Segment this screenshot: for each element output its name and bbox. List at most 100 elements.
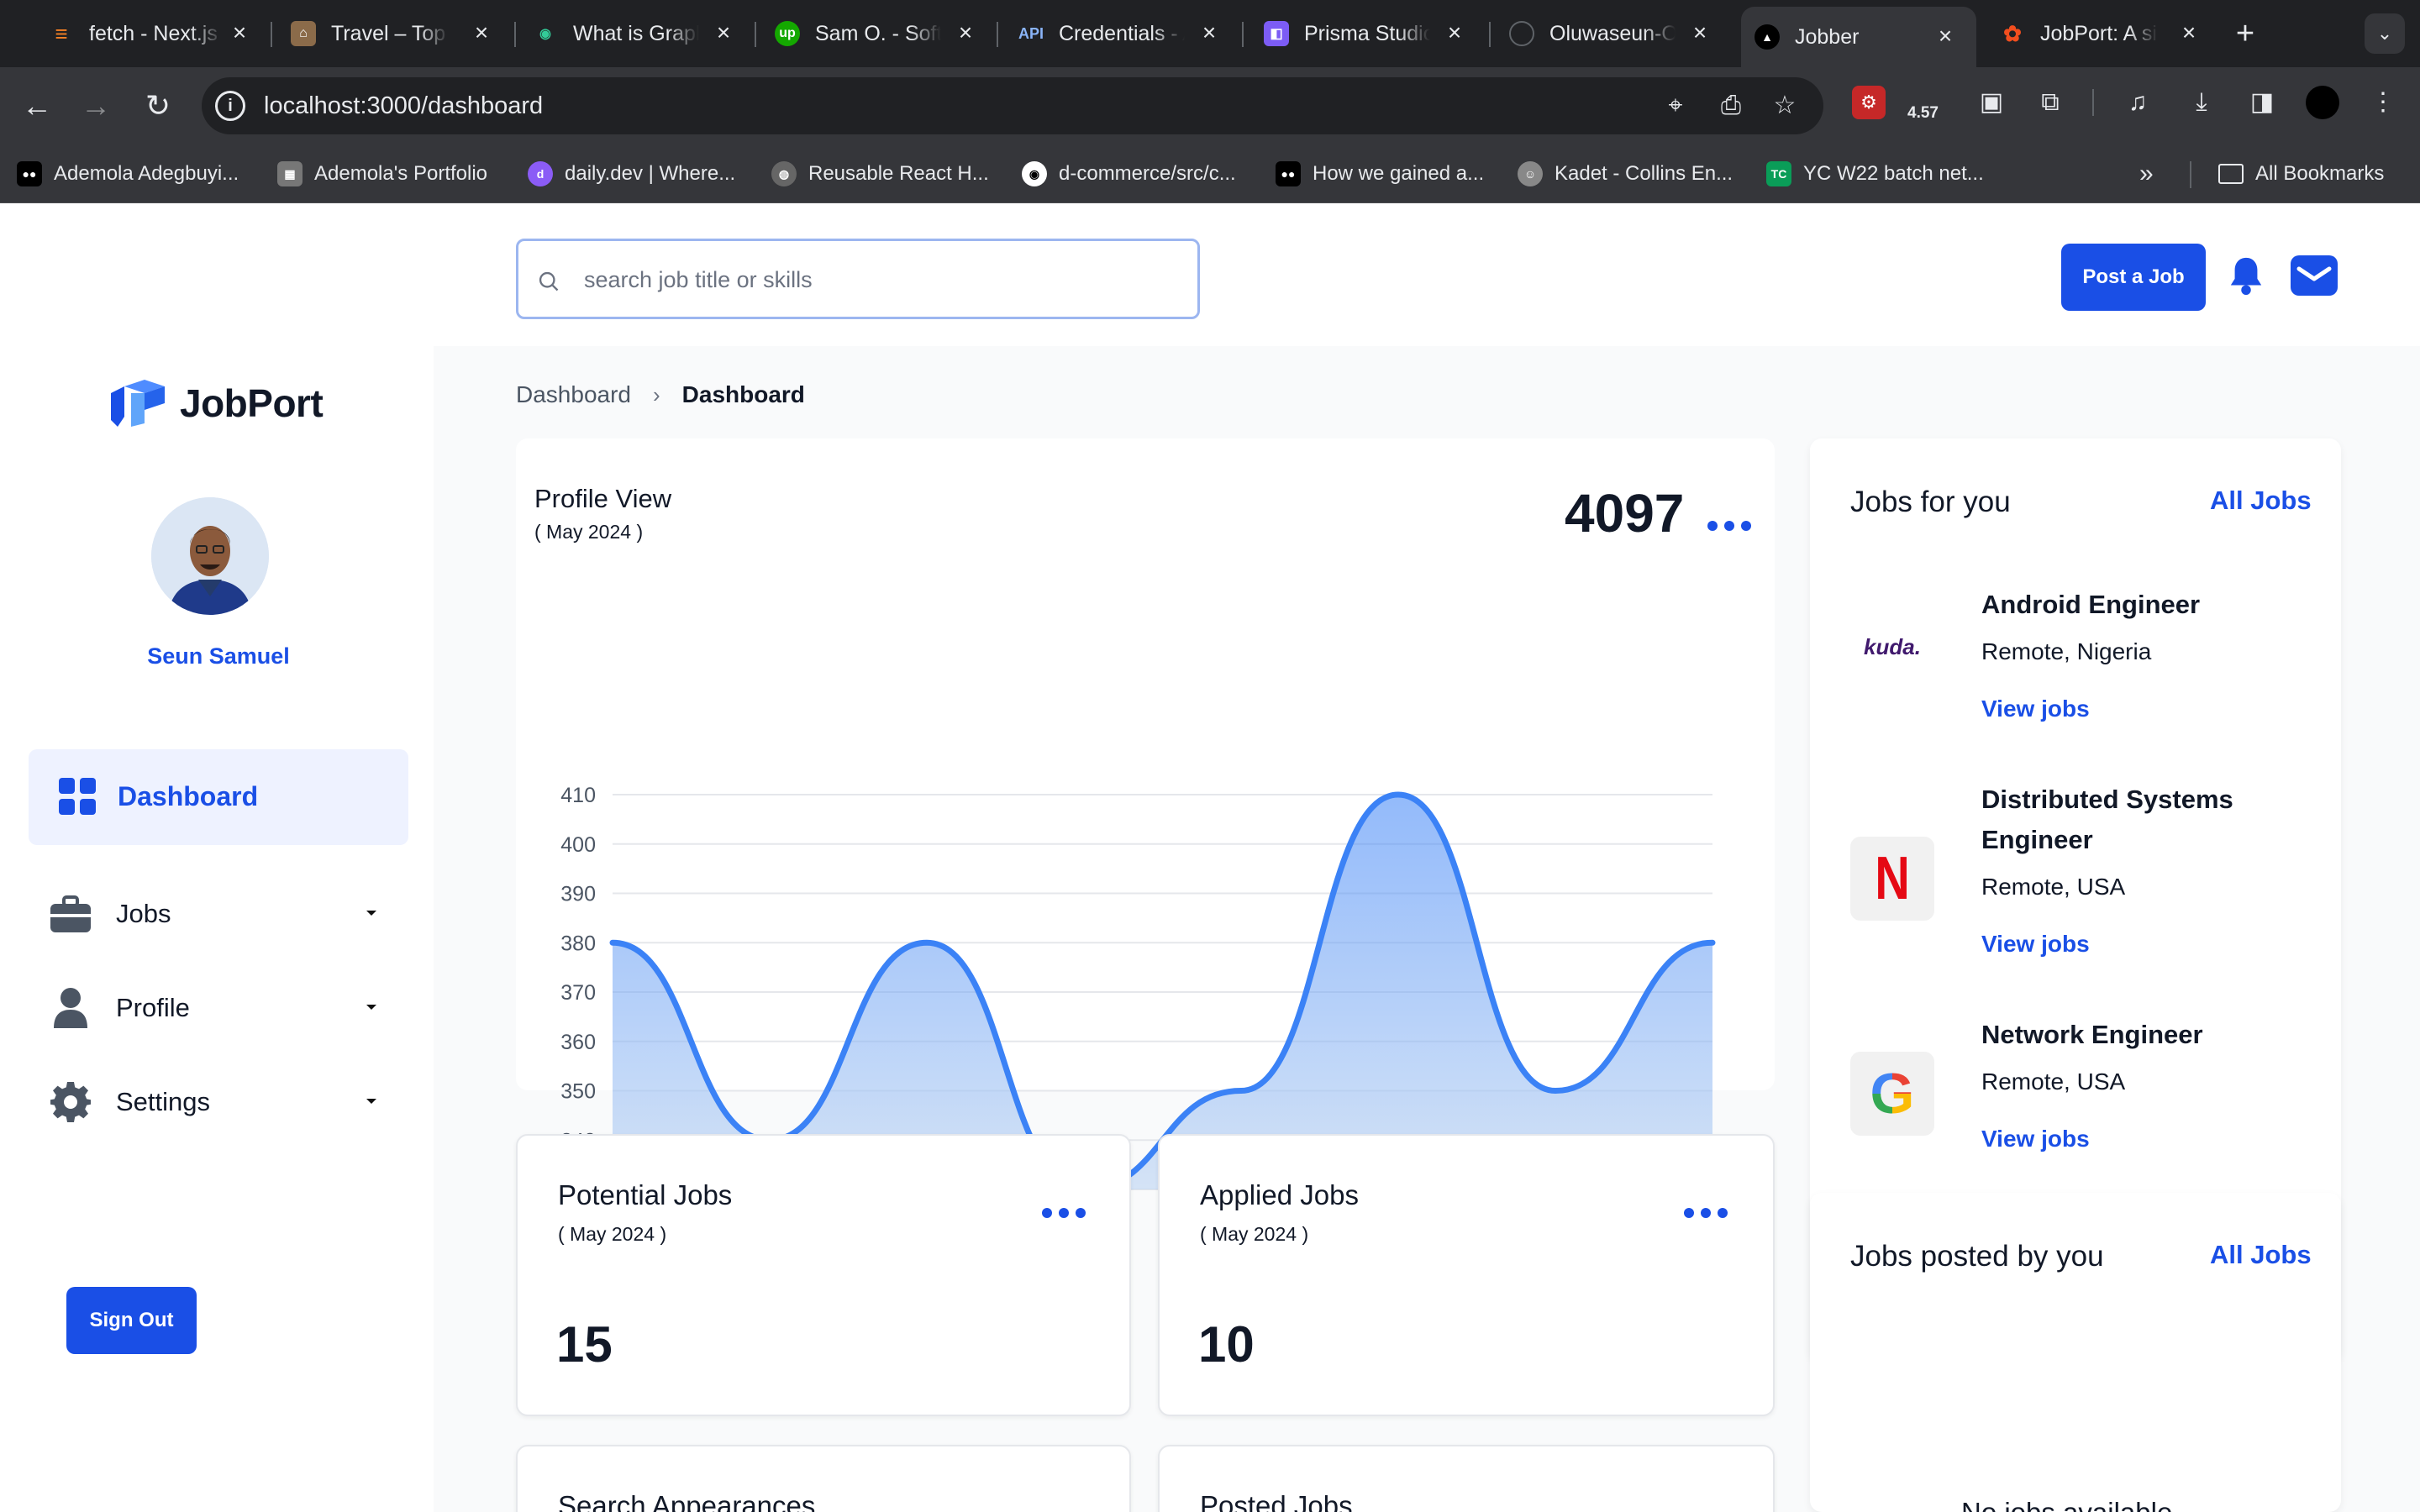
close-tab-icon[interactable]: × [958,19,973,45]
menu-kebab-icon[interactable]: ⋮ [2370,88,2396,116]
close-tab-icon[interactable]: × [2181,19,2196,45]
browser-tab-bar: ≡ fetch - Next.js × ⌂ Travel – Top place… [0,0,2420,67]
browser-tab[interactable]: Oluwaseun-Olorunwa × [1509,10,1712,57]
y-tick-label: 380 [560,932,596,955]
close-tab-icon[interactable]: × [1447,19,1462,45]
extension-icon[interactable]: ▣ [1979,88,2004,116]
close-tab-icon[interactable]: × [1692,19,1707,45]
chevron-down-icon [366,1005,376,1010]
sign-out-button[interactable]: Sign Out [66,1287,197,1354]
location-icon[interactable]: ⌖ [1668,92,1683,119]
breadcrumb-parent[interactable]: Dashboard [516,381,631,407]
search-box[interactable] [516,239,1200,319]
y-tick-label: 370 [560,981,596,1005]
card-title: Posted Jobs [1200,1490,1353,1512]
brand-name: JobPort [180,381,324,425]
user-name[interactable]: Seun Samuel [147,643,290,669]
view-jobs-link[interactable]: View jobs [1981,1126,2090,1152]
dashboard-grid-icon [59,778,96,815]
more-options-icon[interactable] [1707,519,1751,533]
download-icon[interactable]: ⤓ [2196,88,2207,116]
applied-jobs-card: Applied Jobs ( May 2024 ) 10 [1158,1134,1775,1416]
bookmark-item[interactable]: ◍ Reusable React H... [771,160,989,188]
card-period: ( May 2024 ) [1200,1223,1309,1245]
search-input[interactable] [584,261,1172,298]
y-tick-label: 360 [560,1031,596,1054]
bookmark-item[interactable]: ▦ Ademola's Portfolio [277,160,487,188]
reload-icon[interactable]: ↻ [145,88,171,123]
bell-icon[interactable] [2227,254,2265,297]
close-tab-icon[interactable]: × [474,19,489,45]
tab-search-icon[interactable]: ⌄ [2365,13,2405,54]
bookmark-item[interactable]: TC YC W22 batch net... [1766,160,1984,188]
more-options-icon[interactable] [1042,1206,1086,1220]
browser-tab[interactable]: ⌂ Travel – Top places × [291,10,494,57]
api-icon: API [1018,24,1044,42]
series-line [609,791,1716,1193]
back-icon[interactable]: ← [22,88,52,123]
profile-view-card: Profile View ( May 2024 ) 4097 [516,438,1775,1090]
card-period: ( May 2024 ) [558,1223,667,1245]
bookmark-item[interactable]: d daily.dev | Where... [528,160,735,188]
card-title: Jobs for you [1850,486,2011,518]
media-icon[interactable]: ♫ [2128,88,2148,116]
avatar[interactable] [151,497,269,615]
card-title: Jobs posted by you [1850,1240,2104,1273]
nav-settings[interactable]: Settings [50,1077,376,1127]
new-tab-icon[interactable]: + [2235,16,2255,51]
browser-tab-active[interactable]: ▲ Jobber × [1741,7,1976,67]
browser-tab[interactable]: ◧ Prisma Studio × [1264,10,1467,57]
close-tab-icon[interactable]: × [1938,23,1953,49]
browser-tab[interactable]: up Sam O. - Software × [775,10,978,57]
bookmark-star-icon[interactable]: ☆ [1773,92,1797,119]
close-tab-icon[interactable]: × [1202,19,1217,45]
side-panel-icon[interactable]: ◨ [2249,88,2275,116]
nav-jobs[interactable]: Jobs [50,889,376,939]
chevron-right-icon: › [652,381,660,407]
nav-profile[interactable]: Profile [50,983,376,1033]
install-app-icon[interactable]: ⎙ [1721,92,1741,119]
user-photo [151,497,269,615]
close-tab-icon[interactable]: × [716,19,731,45]
y-tick-label: 400 [560,833,596,857]
close-tab-icon[interactable]: × [232,19,247,45]
extension-icon[interactable]: ⚙ [1852,86,1886,119]
nav-dashboard[interactable] [29,749,408,845]
browser-tab[interactable]: ◉ What is GraphQL × [533,10,736,57]
jobber-icon: ▲ [1754,24,1780,50]
kuda-logo: kuda. [1864,633,1921,659]
bookmark-item[interactable]: ●● Ademola Adegbuyi... [17,160,239,188]
potential-jobs-card: Potential Jobs ( May 2024 ) 15 [516,1134,1131,1416]
search-appearances-card: Search Appearances [516,1445,1131,1512]
profile-avatar-icon[interactable] [2306,86,2339,119]
forward-icon[interactable]: → [81,88,111,123]
jobs-posted-card: Jobs posted by you All Jobs No jobs avai… [1810,1193,2341,1512]
card-title: Profile View [534,484,672,513]
briefcase-icon [50,894,91,934]
browser-tab[interactable]: API Credentials - API × [1018,10,1222,57]
address-bar[interactable]: i localhost:3000/dashboard ⌖ ⎙ ☆ [202,77,1823,134]
all-jobs-link[interactable]: All Jobs [2210,1240,2312,1269]
extensions-puzzle-icon[interactable]: ⧉ [2041,88,2060,116]
browser-tab[interactable]: ≡ fetch - Next.js × [49,10,252,57]
upwork-icon: up [775,21,800,46]
chevron-down-icon [366,1099,376,1104]
gear-icon [50,1082,91,1122]
browser-toolbar: ← → ↻ i localhost:3000/dashboard ⌖ ⎙ ☆ [0,67,2420,144]
post-job-button[interactable]: Post a Job [2061,244,2206,311]
card-period: ( May 2024 ) [534,521,644,543]
bookmark-item[interactable]: ●● How we gained a... [1276,160,1484,188]
bookmark-item[interactable]: ◉ d-commerce/src/c... [1022,160,1236,188]
all-bookmarks-folder[interactable]: All Bookmarks [2218,160,2384,188]
view-jobs-link[interactable]: View jobs [1981,931,2090,957]
more-bookmarks-icon[interactable]: » [2139,160,2154,187]
more-options-icon[interactable] [1684,1206,1728,1220]
bookmark-item[interactable]: ☺ Kadet - Collins En... [1518,160,1733,188]
browser-tab[interactable]: ✿ JobPort: A simple × [2000,10,2202,57]
mail-icon[interactable] [2291,255,2338,296]
card-title: Potential Jobs [558,1179,733,1210]
all-jobs-link[interactable]: All Jobs [2210,486,2312,515]
brand-logo[interactable]: JobPort [108,376,324,430]
view-jobs-link[interactable]: View jobs [1981,696,2090,722]
site-info-icon[interactable]: i [215,91,245,121]
